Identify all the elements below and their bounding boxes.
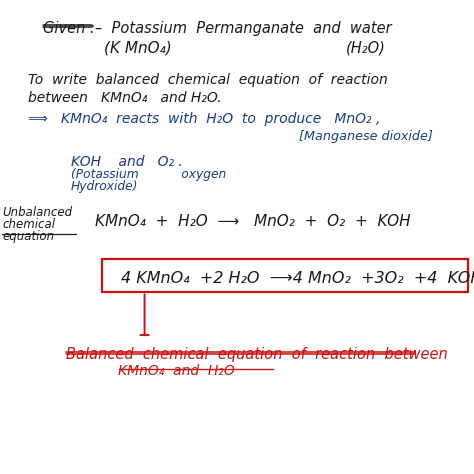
Text: Balanced  chemical  equation  of  reaction  between: Balanced chemical equation of reaction b… [66,347,448,362]
Text: KOH    and   O₂ .: KOH and O₂ . [71,155,183,170]
Text: Unbalanced: Unbalanced [2,206,73,219]
Text: Hydroxide): Hydroxide) [71,180,138,193]
Text: [Manganese dioxide]: [Manganese dioxide] [299,130,432,143]
Text: (K MnO₄): (K MnO₄) [104,40,172,55]
Text: ⟹   KMnO₄  reacts  with  H₂O  to  produce   MnO₂ ,: ⟹ KMnO₄ reacts with H₂O to produce MnO₂ … [28,112,381,127]
Text: (Potassium           oxygen: (Potassium oxygen [71,168,227,181]
Text: KMnO₄  +  H₂O  ⟶   MnO₂  +  O₂  +  KOH: KMnO₄ + H₂O ⟶ MnO₂ + O₂ + KOH [95,214,410,229]
Text: To  write  balanced  chemical  equation  of  reaction: To write balanced chemical equation of r… [28,73,388,88]
Text: between   KMnO₄   and H₂O.: between KMnO₄ and H₂O. [28,91,222,105]
Bar [102,259,468,292]
Text: 4 KMnO₄  +2 H₂O  ⟶4 MnO₂  +3O₂  +4  KOH: 4 KMnO₄ +2 H₂O ⟶4 MnO₂ +3O₂ +4 KOH [121,271,474,286]
Text: (H₂O): (H₂O) [346,40,386,55]
Text: KMnO₄  and  H₂O: KMnO₄ and H₂O [118,364,235,378]
Text: equation: equation [2,230,55,243]
Text: chemical: chemical [2,218,55,231]
Text: Given :–  Potassium  Permanganate  and  water: Given :– Potassium Permanganate and wate… [43,21,391,36]
